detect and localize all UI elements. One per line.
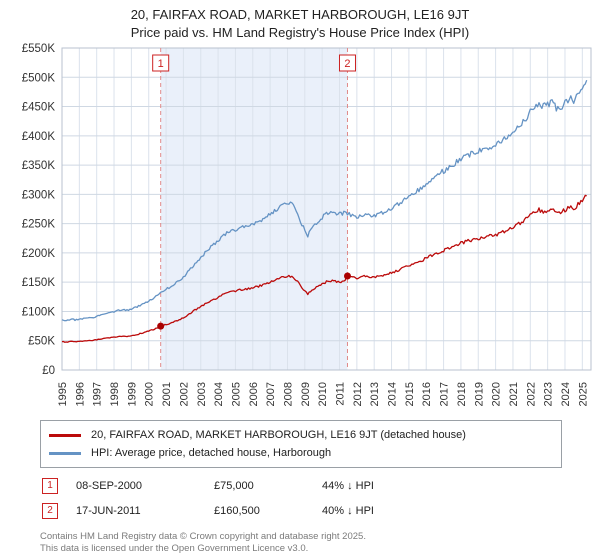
transaction-2-hpi-delta: 40% ↓ HPI (322, 505, 374, 517)
footer-line1: Contains HM Land Registry data © Crown c… (40, 531, 366, 542)
x-axis-tick-label: 2015 (404, 382, 416, 406)
hpi-line (61, 79, 588, 322)
sale-number-label: 1 (158, 58, 164, 70)
transaction-2-number-box: 2 (42, 503, 58, 519)
x-axis-tick-label: 2024 (560, 382, 572, 406)
legend-item-hpi: HPI: Average price, detached house, Harb… (49, 444, 553, 462)
y-axis-tick-label: £200K (22, 248, 56, 260)
property-line-swatch (49, 433, 81, 437)
transaction-2-date: 17-JUN-2011 (76, 505, 141, 517)
between-sales-shading (160, 48, 348, 370)
x-axis-tick-label: 2004 (213, 382, 225, 406)
sale-number-box (152, 54, 170, 72)
y-axis-tick-label: £400K (22, 131, 56, 143)
sale-marker (343, 272, 351, 280)
x-axis-tick-label: 2003 (196, 382, 208, 406)
x-axis-tick-label: 2008 (282, 382, 294, 406)
x-axis-tick-label: 2011 (335, 382, 347, 406)
y-axis-tick-label: £250K (22, 219, 56, 231)
y-axis-tick-label: £0 (42, 365, 55, 377)
x-axis-tick-label: 2010 (317, 382, 329, 406)
y-axis-tick-label: £450K (22, 102, 56, 114)
y-axis-tick-label: £150K (22, 277, 56, 289)
x-axis-tick-label: 2002 (178, 382, 190, 406)
x-axis-tick-label: 2017 (439, 382, 451, 406)
transaction-2-price: £160,500 (214, 505, 260, 517)
x-axis-tick-label: 2005 (230, 382, 242, 406)
legend-item-property: 20, FAIRFAX ROAD, MARKET HARBOROUGH, LE1… (49, 426, 553, 444)
legend-label-property: 20, FAIRFAX ROAD, MARKET HARBOROUGH, LE1… (91, 429, 466, 441)
transaction-1-date: 08-SEP-2000 (76, 480, 143, 492)
sale-number-box (338, 54, 356, 72)
x-axis-tick-label: 2019 (473, 382, 485, 406)
y-axis-tick-label: £100K (22, 306, 56, 318)
x-axis-tick-label: 2025 (577, 382, 589, 406)
transaction-1-hpi-delta: 44% ↓ HPI (322, 480, 374, 492)
x-axis-tick-label: 2016 (421, 382, 433, 406)
license-note: Contains HM Land Registry data © Crown c… (40, 531, 600, 556)
transaction-row: 2 17-JUN-2011 £160,500 40% ↓ HPI (42, 503, 600, 519)
x-axis-tick-label: 1997 (92, 382, 104, 406)
transactions-list: 1 08-SEP-2000 £75,000 44% ↓ HPI 2 17-JUN… (42, 478, 600, 519)
footer-line2: This data is licensed under the Open Gov… (40, 543, 309, 555)
transaction-1-price: £75,000 (214, 480, 254, 492)
x-axis-tick-label: 2007 (265, 382, 277, 406)
x-axis-tick-label: 2006 (248, 382, 260, 406)
transaction-row: 1 08-SEP-2000 £75,000 44% ↓ HPI (42, 478, 600, 494)
x-axis-tick-label: 2022 (525, 382, 537, 406)
x-axis-tick-label: 2020 (491, 382, 503, 406)
x-axis-tick-label: 2000 (144, 382, 156, 406)
x-axis-tick-label: 2013 (369, 382, 381, 406)
y-axis-tick-label: £300K (22, 189, 56, 201)
plot-border (61, 47, 592, 371)
x-axis-tick-label: 2009 (300, 382, 312, 406)
chart-legend: 20, FAIRFAX ROAD, MARKET HARBOROUGH, LE1… (40, 420, 562, 468)
hpi-line-swatch (49, 451, 81, 455)
x-axis-tick-label: 1998 (109, 382, 121, 406)
price-history-chart: 1995 1996 1997 1998 1999 2000 2001 2002 2003 2004… (22, 43, 592, 406)
sale-number-label: 2 (344, 58, 350, 70)
x-axis-tick-label: 2001 (161, 382, 173, 406)
x-axis-tick-label: 2018 (456, 382, 468, 406)
transaction-1-number-box: 1 (42, 478, 58, 494)
x-axis-tick-label: 2012 (352, 382, 364, 406)
y-axis-tick-label: £350K (22, 160, 56, 172)
x-axis-tick-label: 2014 (387, 382, 399, 406)
y-axis-tick-label: £500K (22, 72, 56, 84)
x-axis-tick-label: 2023 (543, 382, 555, 406)
y-axis-tick-label: £550K (22, 43, 56, 55)
x-axis-tick-label: 1995 (57, 382, 69, 406)
property-price-line (61, 194, 587, 343)
page-title: 20, FAIRFAX ROAD, MARKET HARBOROUGH, LE1… (130, 7, 470, 22)
legend-label-hpi: HPI: Average price, detached house, Harb… (91, 447, 332, 459)
x-axis-tick-label: 1999 (126, 382, 138, 406)
sale-marker (157, 322, 165, 330)
x-axis-tick-label: 2021 (508, 382, 520, 406)
page-subtitle: Price paid vs. HM Land Registry's House … (130, 25, 470, 40)
y-axis-tick-label: £50K (28, 336, 55, 348)
x-axis-tick-label: 1996 (74, 382, 86, 406)
